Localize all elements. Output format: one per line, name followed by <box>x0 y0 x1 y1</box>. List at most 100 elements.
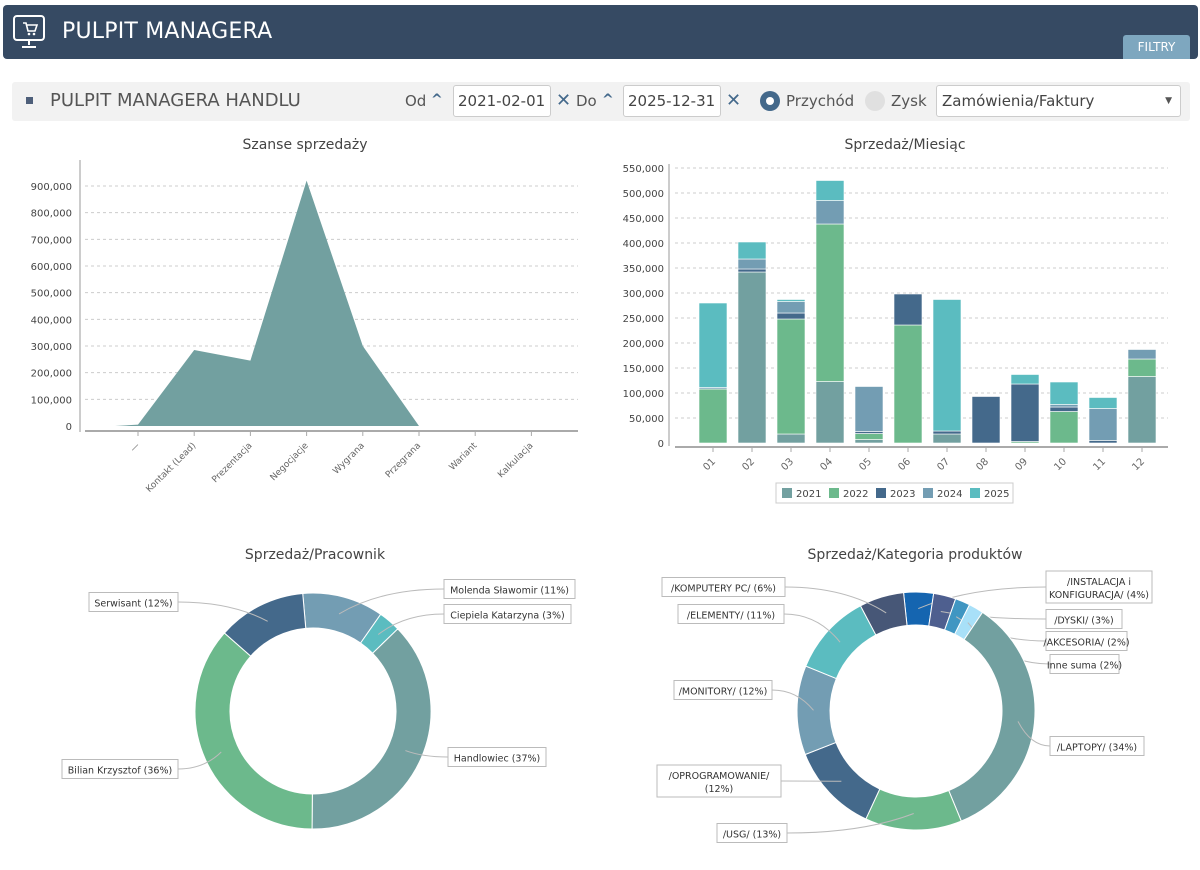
y-tick-label: 100,000 <box>31 395 72 406</box>
clear-to-close-icon[interactable]: ✕ <box>726 90 742 111</box>
y-tick-label: 500,000 <box>623 189 664 200</box>
leader-line <box>338 588 445 615</box>
slice-label: /DYSKI/ (3%) <box>1054 616 1114 627</box>
y-tick-label: 400,000 <box>31 315 72 326</box>
bar-segment-2024-12 <box>1127 349 1157 360</box>
app-title: PULPIT MANAGERA <box>62 19 273 44</box>
slice-label-box <box>88 592 179 612</box>
slice-label: /AKCESORIA/ (2%) <box>1043 638 1129 649</box>
slice-label: /MONITORY/ (12%) <box>679 687 768 698</box>
filters-tab[interactable]: FILTRY <box>1123 35 1190 59</box>
bar-segment-2024-03 <box>776 301 806 314</box>
donut-slice <box>805 605 877 680</box>
bar-segment-2023-08 <box>971 396 1001 444</box>
square-bullet-icon <box>26 97 33 104</box>
from-toggle-chevron-up-icon[interactable]: ^ <box>431 92 443 108</box>
bar-segment-2024-04 <box>815 200 845 225</box>
bar-segment-2023-05 <box>854 431 884 434</box>
y-tick-label: 550,000 <box>623 164 664 175</box>
filter-toolbar: PULPIT MANAGERA HANDLU Od ^ ✕ Do ^ ✕ Prz… <box>12 82 1190 121</box>
legend-swatch-2025 <box>970 488 980 498</box>
y-tick-label: 800,000 <box>31 209 72 220</box>
bar-segment-2022-12 <box>1127 358 1157 377</box>
bar-segment-2022-04 <box>815 223 845 382</box>
bar-segment-2024-01 <box>698 387 728 390</box>
bar-segment-2025-11 <box>1088 397 1118 409</box>
leader-line <box>784 586 887 614</box>
bar-segment-2025-02 <box>737 241 767 260</box>
slice-label: /ELEMENTY/ (11%) <box>687 611 775 622</box>
leader-line <box>918 586 1047 609</box>
x-tick-label: 01 <box>701 456 718 473</box>
bar-segment-2022-03 <box>776 318 806 435</box>
bar-segment-2023-07 <box>932 430 962 435</box>
slice-label: Bilian Krzysztof (36%) <box>68 766 172 777</box>
legend-swatch-2023 <box>876 488 886 498</box>
chevron-down-icon: ▼ <box>1165 96 1172 106</box>
x-tick-label: 04 <box>818 456 835 473</box>
donut-slice <box>194 632 313 830</box>
radio-revenue[interactable] <box>760 91 780 111</box>
leader-line <box>940 611 1047 620</box>
slice-label: /USG/ (13%) <box>723 830 781 841</box>
bar-segment-2022-05 <box>854 433 884 440</box>
bar-segment-2025-10 <box>1049 381 1079 405</box>
bar-segment-2021-05 <box>854 439 884 444</box>
dashboard-title: PULPIT MANAGERA HANDLU <box>50 90 301 111</box>
x-tick-label: 10 <box>1052 456 1069 473</box>
bar-segment-2023-11 <box>1088 440 1118 444</box>
clear-from-close-icon[interactable]: ✕ <box>556 90 572 111</box>
bar-segment-2022-01 <box>698 388 728 444</box>
x-tick-label: Wariant <box>448 441 480 473</box>
bar-segment-2025-01 <box>698 302 728 388</box>
donut-slice <box>948 611 1036 822</box>
to-toggle-chevron-up-icon[interactable]: ^ <box>602 92 614 108</box>
leader-line <box>771 689 814 711</box>
select-value: Zamówienia/Faktury <box>942 92 1095 110</box>
y-tick-label: 250,000 <box>623 314 664 325</box>
bar-segment-2025-04 <box>815 180 845 201</box>
legend-swatch-2024 <box>923 488 933 498</box>
document-type-select[interactable]: Zamówienia/Faktury ▼ <box>936 85 1181 117</box>
leader-line <box>967 622 1051 665</box>
x-tick-label: Przegrana <box>384 441 423 480</box>
to-date-input[interactable] <box>623 85 721 117</box>
slice-label-box <box>443 579 576 599</box>
app-header: PULPIT MANAGERA FILTRY <box>3 5 1198 59</box>
y-tick-label: 450,000 <box>623 214 664 225</box>
x-tick-label: Kontakt (Lead) <box>145 441 199 495</box>
legend <box>775 482 1014 504</box>
donut-slice <box>859 592 908 636</box>
legend-label: 2021 <box>796 489 821 500</box>
slice-label-box <box>673 680 773 700</box>
bar-segment-2022-06 <box>893 324 923 444</box>
bar-segment-2023-06 <box>893 293 923 326</box>
bar-segment-2021-07 <box>932 433 962 444</box>
x-tick-label: 05 <box>857 456 874 473</box>
slice-label-box <box>1045 631 1128 651</box>
donut-slice <box>311 628 432 830</box>
chart-title-monthly-sales: Sprzedaż/Miesiąc <box>844 137 966 153</box>
x-tick-label: Negocjacje <box>269 441 311 483</box>
y-tick-label: 0 <box>66 422 72 433</box>
y-tick-label: 500,000 <box>31 289 72 300</box>
radio-revenue-label[interactable]: Przychód <box>786 92 855 110</box>
y-tick-label: 300,000 <box>31 342 72 353</box>
monitor-cart-icon <box>13 15 45 48</box>
bar-segment-2024-02 <box>737 258 767 270</box>
from-date-input[interactable] <box>453 85 551 117</box>
leader-line <box>786 813 914 834</box>
y-tick-label: 400,000 <box>623 239 664 250</box>
donut-slice <box>928 592 957 631</box>
radio-profit[interactable] <box>865 91 885 111</box>
x-tick-label: — <box>129 441 142 454</box>
radio-profit-label[interactable]: Zysk <box>891 92 927 110</box>
bar-segment-2024-05 <box>854 386 884 432</box>
y-tick-label: 0 <box>658 439 664 450</box>
slice-label: Ciepiela Katarzyna (3%) <box>450 611 564 622</box>
slice-label-box <box>61 759 179 779</box>
y-tick-label: 350,000 <box>623 264 664 275</box>
slice-label: Molenda Sławomir (11%) <box>450 586 569 597</box>
bar-segment-2024-11 <box>1088 408 1118 441</box>
